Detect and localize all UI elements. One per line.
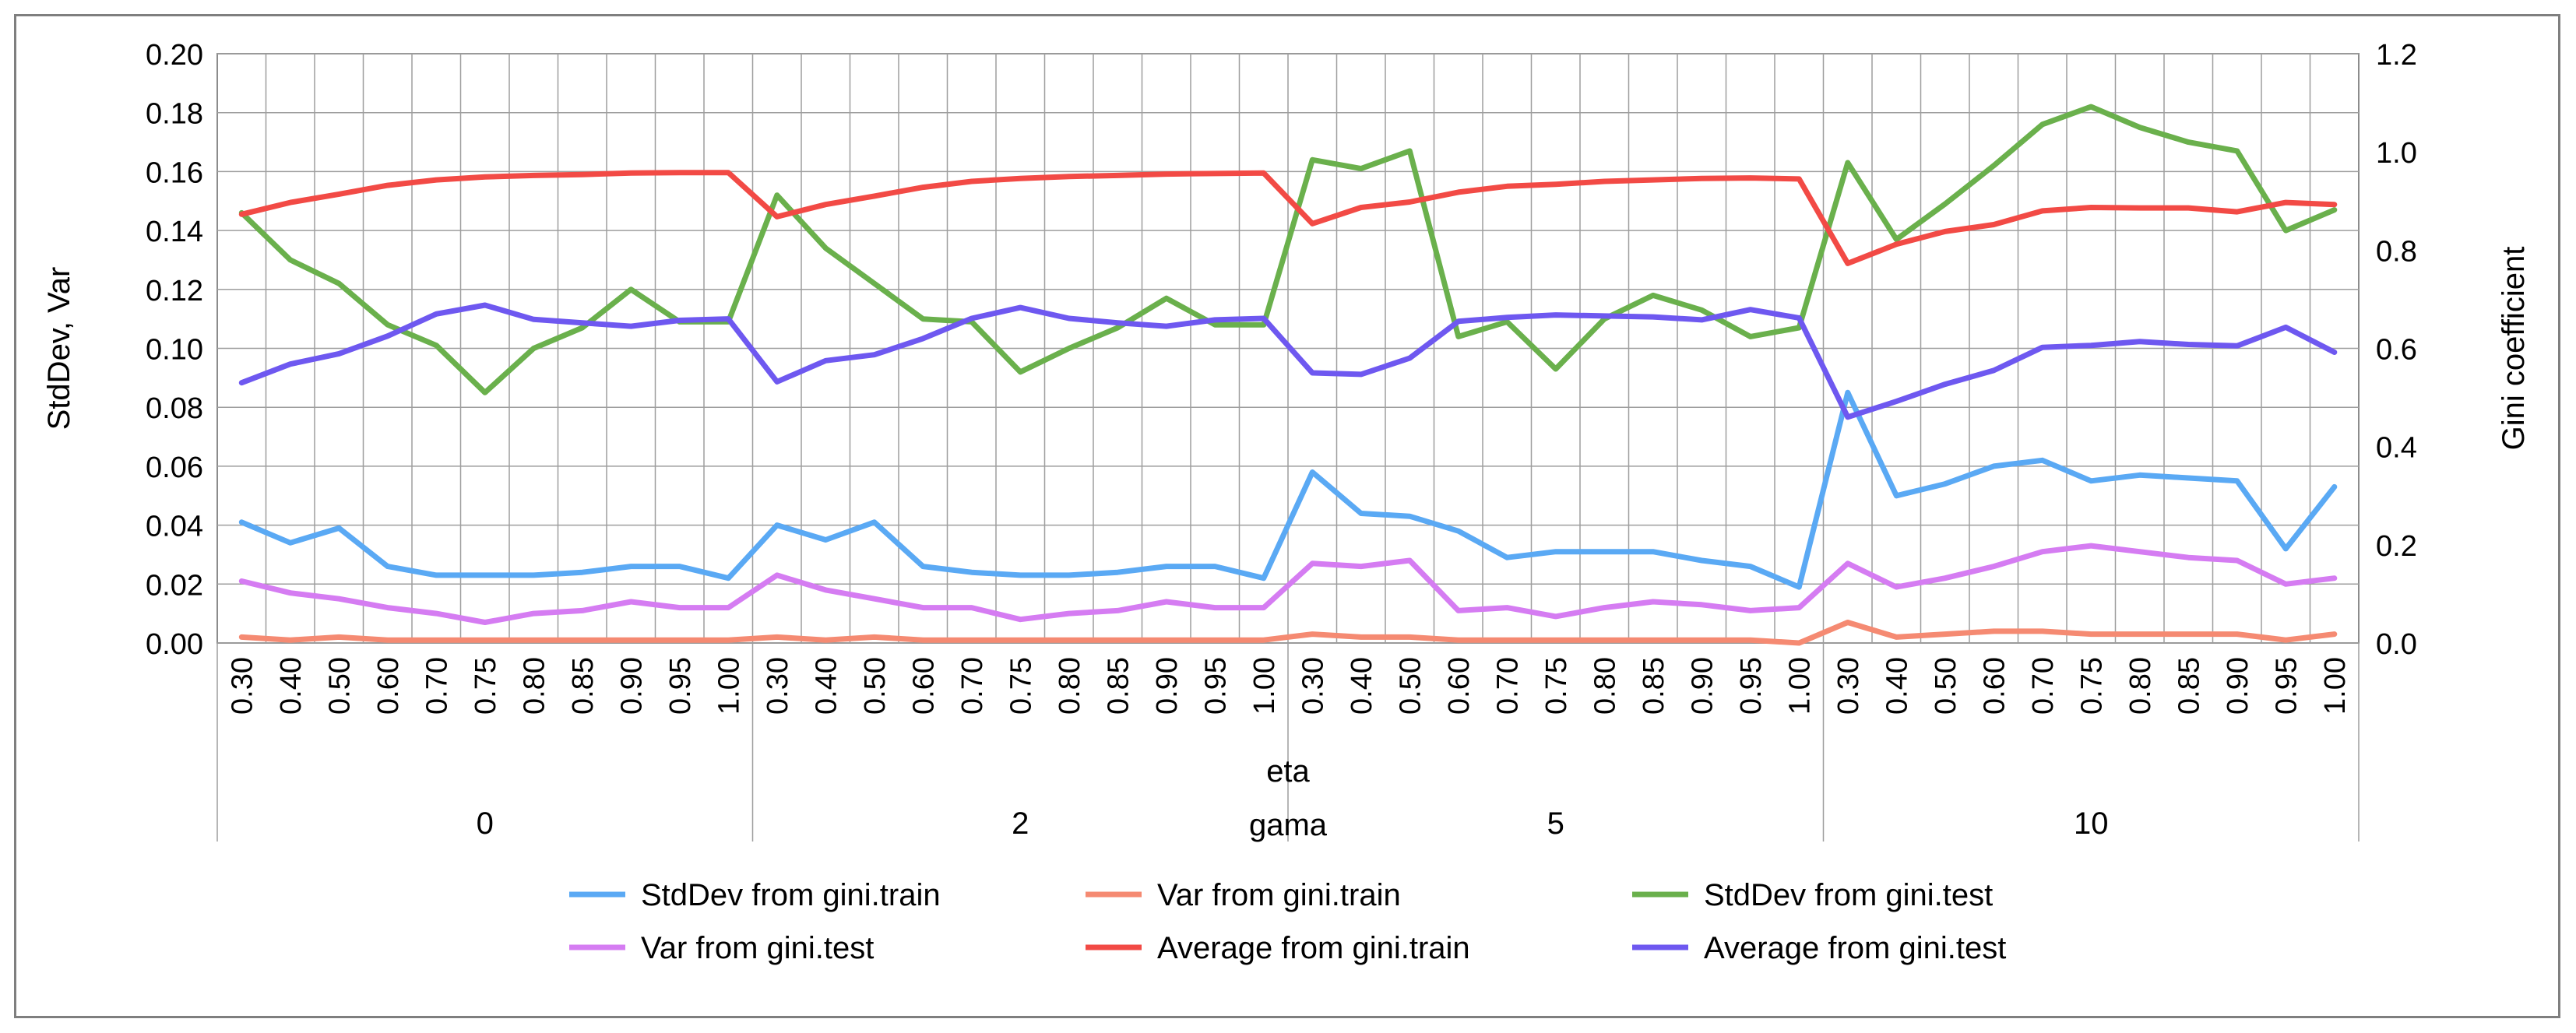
x-tick-label-eta: 1.00 <box>713 657 745 715</box>
y-right-tick-label: 0.2 <box>2376 530 2417 563</box>
x-group-label-gama: 0 <box>477 806 494 841</box>
x-tick-label-eta: 0.30 <box>762 657 794 715</box>
x-tick-label-eta: 0.90 <box>2222 657 2254 715</box>
x-tick-label-eta: 0.50 <box>859 657 892 715</box>
y-left-tick-label: 0.00 <box>146 628 203 661</box>
x-tick-label-eta: 0.85 <box>1638 657 1670 715</box>
x-tick-label-eta: 0.60 <box>907 657 940 715</box>
x-tick-label-eta: 0.30 <box>226 657 259 715</box>
legend-label: StdDev from gini.train <box>641 878 941 912</box>
x-tick-label-eta: 0.60 <box>1443 657 1476 715</box>
series-line-stddev-from-gini-train <box>238 389 2338 590</box>
x-tick-label-eta: 0.40 <box>810 657 843 715</box>
x-tick-label-eta: 0.70 <box>1491 657 1524 715</box>
y-right-tick-label: 0.8 <box>2376 235 2417 268</box>
x-tick-label-eta: 0.95 <box>664 657 697 715</box>
y-left-tick-label: 0.04 <box>146 511 203 543</box>
x-tick-label-eta: 0.80 <box>518 657 551 715</box>
y-right-tick-label: 1.0 <box>2376 137 2417 170</box>
legend-label: Var from gini.test <box>641 931 874 965</box>
y-left-tick-label: 0.06 <box>146 451 203 484</box>
x-tick-label-eta: 0.75 <box>1005 657 1037 715</box>
x-group-label-gama: 2 <box>1012 806 1029 841</box>
x-tick-label-eta: 0.30 <box>1832 657 1865 715</box>
x-tick-label-eta: 0.70 <box>956 657 989 715</box>
legend-label: Var from gini.train <box>1157 878 1401 912</box>
y-right-tick-label: 0.0 <box>2376 628 2417 661</box>
x-tick-label-eta: 0.40 <box>275 657 308 715</box>
x-tick-label-eta: 0.85 <box>1102 657 1135 715</box>
y-right-axis-title: Gini coefficient <box>2497 247 2531 451</box>
chart-frame: 0.00 0.02 0.04 0.06 0.08 0.10 0.12 0.14 0.16 0.18… <box>14 14 2560 1018</box>
y-left-tick-label: 0.14 <box>146 216 203 248</box>
x-tick-label-eta: 0.70 <box>2027 657 2060 715</box>
line-chart: 0.000.020.040.060.080.100.120.140.160.18… <box>42 39 2531 965</box>
y-left-tick-label: 0.02 <box>146 569 203 602</box>
y-right-tick-label: 0.4 <box>2376 432 2417 465</box>
y-right-tick-label: 0.6 <box>2376 334 2417 367</box>
x-tick-label-eta: 0.30 <box>1297 657 1329 715</box>
x-group-label-gama: 10 <box>2074 806 2109 841</box>
x-tick-label-eta: 0.75 <box>2075 657 2108 715</box>
x-tick-label-eta: 0.90 <box>615 657 648 715</box>
y-left-tick-label: 0.12 <box>146 275 203 307</box>
x-tick-label-eta: 0.50 <box>1394 657 1427 715</box>
legend-label: Average from gini.train <box>1157 931 1470 965</box>
x-tick-label-eta: 0.95 <box>2270 657 2303 715</box>
series-line-var-from-gini-train <box>238 620 2338 646</box>
series-line-var-from-gini-test <box>238 543 2338 625</box>
x-tick-label-eta: 0.50 <box>1930 657 1962 715</box>
x-tick-label-eta: 0.50 <box>323 657 356 715</box>
y-right-tick-label: 1.2 <box>2376 39 2417 72</box>
x-tick-label-eta: 0.70 <box>421 657 453 715</box>
x-tick-label-eta: 1.00 <box>1783 657 1816 715</box>
x-tick-label-eta: 0.60 <box>1978 657 2011 715</box>
x-tick-label-eta: 0.85 <box>567 657 600 715</box>
series-line-average-from-gini-test <box>238 302 2338 420</box>
x-tick-label-eta: 0.80 <box>2124 657 2157 715</box>
x-tick-label-eta: 0.75 <box>470 657 502 715</box>
y-left-tick-label: 0.08 <box>146 392 203 425</box>
x-axis-title-eta: eta <box>1266 754 1310 789</box>
x-tick-label-eta: 1.00 <box>2319 657 2352 715</box>
x-tick-label-eta: 0.95 <box>1199 657 1232 715</box>
x-axis-title-gama: gama <box>1249 808 1328 842</box>
y-left-axis-title: StdDev, Var <box>42 267 76 430</box>
x-tick-label-eta: 0.40 <box>1881 657 1913 715</box>
x-tick-label-eta: 0.75 <box>1540 657 1573 715</box>
y-left-tick-label: 0.20 <box>146 39 203 72</box>
x-tick-label-eta: 0.85 <box>2173 657 2205 715</box>
x-tick-label-eta: 0.90 <box>1151 657 1184 715</box>
x-tick-label-eta: 0.80 <box>1054 657 1086 715</box>
x-tick-label-eta: 0.95 <box>1735 657 1768 715</box>
series-line-average-from-gini-train <box>238 170 2338 266</box>
x-tick-label-eta: 1.00 <box>1248 657 1281 715</box>
y-left-tick-label: 0.10 <box>146 334 203 367</box>
y-left-tick-label: 0.18 <box>146 98 203 131</box>
x-group-label-gama: 5 <box>1547 806 1564 841</box>
x-tick-label-eta: 0.40 <box>1346 657 1378 715</box>
x-tick-label-eta: 0.60 <box>372 657 405 715</box>
legend-label: Average from gini.test <box>1704 931 2006 965</box>
x-tick-label-eta: 0.90 <box>1686 657 1719 715</box>
x-tick-label-eta: 0.80 <box>1589 657 1621 715</box>
y-left-tick-label: 0.16 <box>146 156 203 189</box>
legend-label: StdDev from gini.test <box>1704 878 1993 912</box>
